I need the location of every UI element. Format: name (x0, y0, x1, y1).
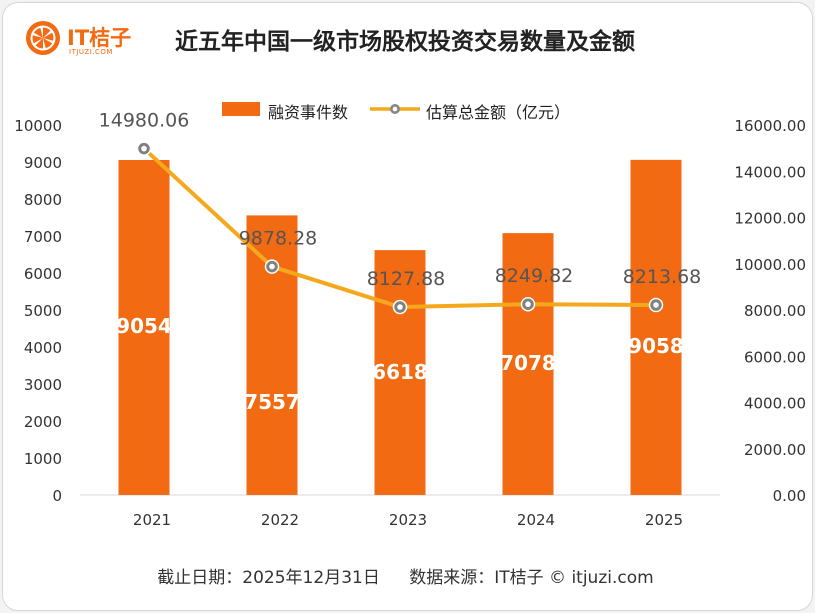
bar-value-label: 6618 (372, 360, 428, 384)
y-left-tick-label: 9000 (24, 154, 62, 172)
chart-footer: 截止日期：2025年12月31日 数据来源：IT桔子 © itjuzi.com (0, 563, 811, 588)
bar-2023 (374, 250, 426, 495)
brand-name: IT桔子 (67, 26, 132, 50)
orange-slice-icon (26, 21, 60, 55)
y-left-tick-label: 10000 (14, 117, 62, 135)
brand-logo: IT桔子 ITJUZI.COM (25, 16, 175, 64)
y-left-tick-label: 2000 (24, 413, 62, 431)
y-left-tick-label: 0 (52, 487, 62, 505)
legend-line-label: 估算总金额（亿元） (426, 103, 571, 122)
y-left-tick-label: 4000 (24, 339, 62, 357)
y-right-tick-label: 10000.00 (734, 256, 806, 274)
x-tick-label: 2023 (389, 511, 427, 529)
bar-value-label: 7078 (500, 351, 556, 375)
y-left-tick-label: 6000 (24, 265, 62, 283)
data-source: 数据来源：IT桔子 © itjuzi.com (409, 568, 654, 588)
bar-2022 (246, 215, 298, 496)
brand-domain: ITJUZI.COM (69, 48, 113, 56)
chart-title: 近五年中国一级市场股权投资交易数量及金额 (175, 29, 635, 55)
amount-point-center (525, 301, 531, 308)
amount-point-center (397, 304, 403, 310)
amount-point-center (269, 263, 275, 270)
y-left-tick-label: 8000 (24, 191, 62, 209)
amount-value-label: 8213.68 (623, 266, 702, 288)
y-left-tick-label: 5000 (24, 302, 62, 320)
amount-value-label: 9878.28 (239, 228, 318, 250)
bar-value-label: 7557 (244, 390, 300, 414)
y-right-tick-label: 12000.00 (734, 210, 806, 228)
y-right-tick-label: 8000.00 (744, 302, 806, 320)
y-left-tick-label: 3000 (24, 376, 62, 394)
bar-2021 (118, 160, 170, 495)
x-tick-label: 2025 (645, 511, 683, 529)
bar-2025 (630, 159, 682, 495)
legend-bar-label: 融资事件数 (268, 103, 349, 122)
y-right-tick-label: 4000.00 (744, 395, 806, 413)
y-right-tick-label: 0.00 (773, 487, 806, 505)
x-tick-label: 2021 (133, 511, 171, 529)
legend-line-swatch (370, 104, 420, 114)
y-right-tick-label: 16000.00 (734, 117, 806, 135)
bar-value-label: 9054 (116, 314, 172, 338)
amount-value-label: 8127.88 (367, 268, 446, 290)
x-tick-label: 2022 (261, 511, 299, 529)
y-left-tick-label: 1000 (24, 450, 62, 468)
y-right-tick-label: 2000.00 (744, 441, 806, 459)
amount-value-label: 14980.06 (99, 110, 190, 132)
amount-point-center (141, 145, 147, 152)
y-right-tick-label: 6000.00 (744, 348, 806, 366)
cutoff-date: 截止日期：2025年12月31日 (157, 568, 380, 588)
amount-value-label: 8249.82 (495, 265, 574, 287)
bar-2024 (502, 233, 554, 495)
y-right-tick-label: 14000.00 (734, 163, 806, 181)
x-tick-label: 2024 (517, 511, 555, 529)
y-left-tick-label: 7000 (24, 228, 62, 246)
amount-point-center (653, 302, 659, 308)
bar-value-label: 9058 (628, 334, 684, 358)
legend-bar-swatch (222, 102, 260, 116)
